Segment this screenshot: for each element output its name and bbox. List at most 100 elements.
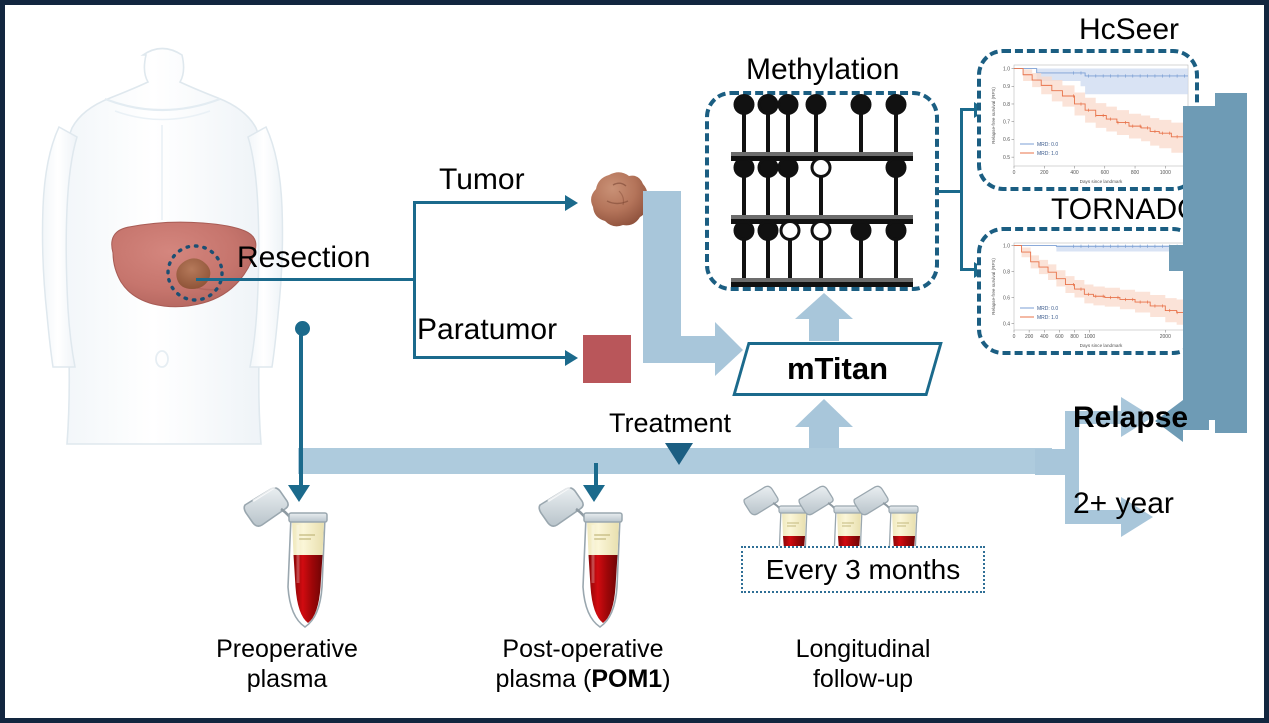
tumor-branch-line — [413, 201, 569, 204]
methyl-mark-filled — [786, 114, 790, 152]
svg-text:0: 0 — [1013, 334, 1016, 340]
methyl-mark-filled — [859, 114, 863, 152]
svg-text:600: 600 — [1101, 170, 1110, 176]
timeline-split-bracket — [1035, 397, 1181, 537]
preoperative-drop-stem — [299, 335, 303, 488]
postoperative-caption-line1: Post-operative — [502, 635, 664, 663]
svg-text:0.8: 0.8 — [1003, 269, 1010, 275]
preoperative-arrowhead-icon — [288, 485, 310, 502]
postoperative-caption-post: ) — [662, 664, 671, 693]
svg-text:400: 400 — [1040, 334, 1049, 340]
svg-text:200: 200 — [1040, 170, 1049, 176]
postoperative-arrowhead-icon — [583, 485, 605, 502]
paratumor-label: Paratumor — [417, 313, 558, 346]
mtitan-box[interactable]: mTitan — [740, 342, 935, 396]
postoperative-caption: Post-operative plasma (POM1) — [467, 635, 699, 694]
svg-text:0.4: 0.4 — [1003, 321, 1010, 327]
svg-text:0.8: 0.8 — [1003, 102, 1010, 108]
methyl-mark-filled — [766, 240, 770, 278]
svg-text:MRD: 1.0: MRD: 1.0 — [1037, 315, 1058, 321]
relapse-label: Relapse — [1073, 401, 1189, 434]
methyl-mark-filled — [859, 240, 863, 278]
svg-text:1000: 1000 — [1084, 334, 1095, 340]
methylation-split-stem — [939, 190, 963, 193]
svg-text:800: 800 — [1131, 170, 1140, 176]
longitudinal-caption-line1: Longitudinal — [795, 635, 931, 663]
paratumor-arrowhead-icon — [565, 350, 578, 366]
svg-text:0.9: 0.9 — [1003, 84, 1010, 90]
postoperative-caption-line2: plasma (POM1) — [467, 665, 699, 695]
preoperative-drop-line — [295, 321, 310, 336]
methyl-mark-open — [819, 177, 823, 215]
methyl-mark-filled — [894, 240, 898, 278]
treatment-label: Treatment — [609, 408, 732, 438]
km-tornado-connector — [960, 268, 978, 271]
resection-label: Resection — [237, 241, 371, 274]
km-to-relapse-arrow — [1163, 93, 1247, 433]
km-chart-tornado-title: TORNADO — [1051, 193, 1201, 226]
longitudinal-caption-line2: follow-up — [812, 664, 914, 693]
svg-text:200: 200 — [1025, 334, 1034, 340]
svg-text:1000: 1000 — [1160, 170, 1171, 176]
relapse-inbound-arrowhead-icon — [1155, 400, 1209, 442]
km-chart-hcseer-title: HcSeer — [1079, 13, 1180, 46]
km-chart-tornado-panel: 0.4 0.6 0.8 1.0 0 200 400 600 800 1000 2000 Days si… — [977, 227, 1199, 355]
paratumor-branch-line — [413, 356, 569, 359]
svg-text:0.5: 0.5 — [1003, 155, 1010, 161]
methylation-split-bar — [960, 108, 963, 271]
methylation-row — [709, 229, 935, 287]
km-hcseer-connector — [960, 108, 978, 111]
svg-text:600: 600 — [1055, 334, 1064, 340]
methyl-mark-filled — [894, 114, 898, 152]
mtitan-label: mTitan — [786, 351, 889, 386]
tumor-arrowhead-icon — [565, 195, 578, 211]
methyl-mark-open — [819, 240, 823, 278]
km-chart-tornado: 0.4 0.6 0.8 1.0 0 200 400 600 800 1000 2000 Days si… — [991, 242, 1189, 348]
preoperative-caption: Preoperative plasma — [177, 635, 397, 694]
methylation-row — [709, 166, 935, 224]
svg-text:0.7: 0.7 — [1003, 120, 1010, 126]
svg-text:400: 400 — [1070, 170, 1079, 176]
methyl-mark-filled — [742, 114, 746, 152]
methyl-mark-open — [788, 240, 792, 278]
svg-text:MRD: 0.0: MRD: 0.0 — [1037, 142, 1058, 148]
svg-text:Days since landmark: Days since landmark — [1080, 343, 1123, 348]
timeline-to-mtitan-arrow — [795, 399, 853, 459]
methyl-mark-filled — [742, 177, 746, 215]
every-3-months-badge: Every 3 months — [741, 546, 985, 593]
methylation-title: Methylation — [746, 53, 900, 86]
methyl-mark-filled — [742, 240, 746, 278]
postoperative-drop-stem — [594, 463, 598, 488]
tumor-specimen-icon — [589, 167, 651, 229]
methyl-mark-filled — [766, 114, 770, 152]
methyl-mark-filled — [766, 177, 770, 215]
tumor-label: Tumor — [439, 163, 525, 196]
every-3-months-label: Every 3 months — [765, 553, 961, 585]
preoperative-tube-icon — [241, 483, 333, 631]
resection-stem-line — [196, 278, 416, 281]
svg-text:2000: 2000 — [1160, 334, 1171, 340]
svg-text:800: 800 — [1070, 334, 1079, 340]
svg-text:1.0: 1.0 — [1003, 66, 1010, 72]
mtitan-to-methylation-arrow — [795, 293, 853, 341]
methyl-mark-filled — [894, 177, 898, 215]
svg-text:0.6: 0.6 — [1003, 295, 1010, 301]
resection-branch-bar — [413, 201, 416, 359]
preoperative-caption-line2: plasma — [246, 664, 328, 693]
postoperative-caption-bold: POM1 — [591, 664, 663, 693]
svg-text:0: 0 — [1013, 170, 1016, 176]
svg-text:MRD: 0.0: MRD: 0.0 — [1037, 306, 1058, 312]
methyl-mark-filled — [814, 114, 818, 152]
svg-text:MRD: 1.0: MRD: 1.0 — [1037, 151, 1058, 157]
postoperative-tube-icon — [536, 483, 628, 631]
km-chart-hcseer-panel: 0.5 0.6 0.7 0.8 0.9 1.0 0 200 400 600 800 1000 Days … — [977, 49, 1199, 191]
two-year-label: 2+ year — [1073, 487, 1174, 520]
methylation-row — [709, 103, 935, 161]
specimen-merge-arrow — [637, 191, 745, 376]
svg-text:1.0: 1.0 — [1003, 243, 1010, 249]
svg-text:Relapse-free survival (RFS): Relapse-free survival (RFS) — [991, 87, 996, 144]
paratumor-specimen-icon — [583, 335, 631, 383]
preoperative-caption-line1: Preoperative — [216, 635, 358, 663]
methylation-panel — [705, 91, 939, 291]
